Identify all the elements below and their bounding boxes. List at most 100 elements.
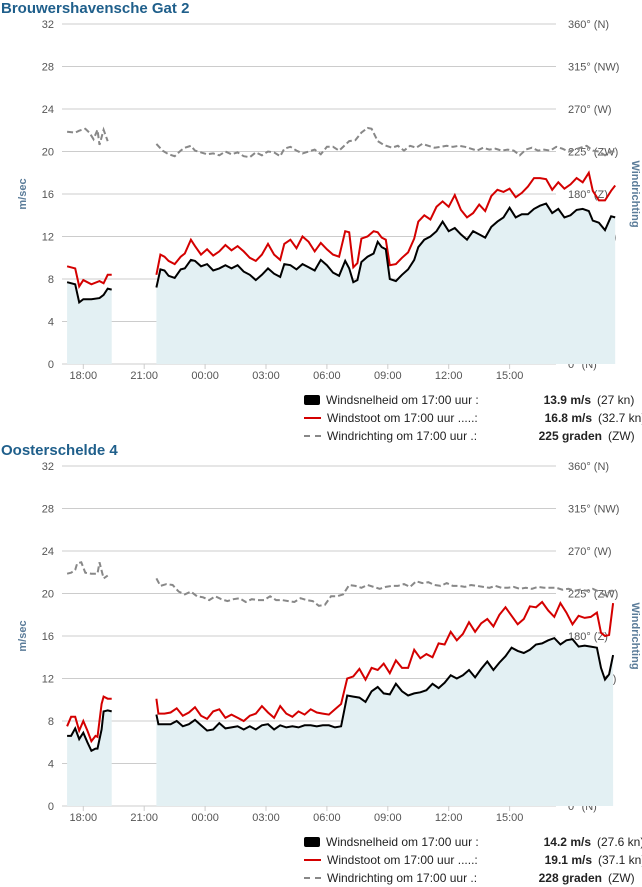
y2-tick-label: 360° (N) <box>568 19 609 31</box>
y2-tick-label: 315° (NW) <box>568 62 619 74</box>
legend-item-windstoot[interactable]: Windstoot om 17:00 uur .....: 16.8 m/s (… <box>304 409 642 427</box>
speed-area <box>67 710 112 806</box>
legend-swatch-direction <box>304 877 321 879</box>
y-axis-title: m/sec <box>17 178 29 209</box>
gust-line <box>155 170 616 275</box>
y-tick-label: 4 <box>48 317 54 329</box>
legend-value: 228 graden <box>538 871 602 885</box>
direction-line <box>66 561 109 581</box>
x-tick-label: 21:00 <box>130 370 158 382</box>
x-tick-label: 00:00 <box>191 812 219 824</box>
y2-tick-label: 180° (Z) <box>568 189 608 201</box>
x-tick-label: 18:00 <box>70 370 98 382</box>
y-tick-label: 12 <box>42 232 54 244</box>
y2-tick-label: 270° (W) <box>568 546 612 558</box>
legend-knots: (27 kn) <box>597 393 635 407</box>
x-tick-label: 12:00 <box>435 812 463 824</box>
legend-label: Windrichting om 17:00 uur .: <box>327 429 478 443</box>
direction-line <box>66 126 109 146</box>
legend-compass: (ZW) <box>608 429 635 443</box>
y2-axis-title: Windrichting <box>629 160 641 227</box>
y-tick-label: 20 <box>42 589 54 601</box>
speed-line <box>67 709 112 753</box>
legend-swatch-gust <box>304 417 321 419</box>
x-tick-label: 12:00 <box>435 370 463 382</box>
gust-line <box>66 695 112 744</box>
station-title: Brouwershavensche Gat 2 <box>1 0 190 17</box>
legend-swatch-speed <box>304 395 320 405</box>
legend-label: Windsnelheid om 17:00 uur : <box>326 393 479 407</box>
y-tick-label: 28 <box>42 504 54 516</box>
x-tick-label: 15:00 <box>496 812 524 824</box>
station-panel-1: Brouwershavensche Gat 2 0 4 8 12 16 20 24 28 32 0… <box>0 0 642 445</box>
speed-line <box>66 281 112 305</box>
y-tick-label: 32 <box>42 19 54 31</box>
x-tick-label: 00:00 <box>191 370 219 382</box>
y2-tick-label: 270° (W) <box>568 104 612 116</box>
speed-line <box>155 202 616 288</box>
speed-area <box>156 638 614 806</box>
legend-value: 225 graden <box>538 429 602 443</box>
x-tick-label: 06:00 <box>313 812 341 824</box>
y2-axis-title: Windrichting <box>629 602 641 669</box>
x-tick-label: 09:00 <box>374 812 402 824</box>
x-tick-label: 06:00 <box>313 370 341 382</box>
gust-line <box>155 600 615 723</box>
legend-item-windsnelheid[interactable]: Windsnelheid om 17:00 uur : 13.9 m/s (27… <box>304 391 642 409</box>
legend-value: 16.8 m/s <box>544 411 592 425</box>
legend-compass: (ZW) <box>608 871 635 885</box>
y-axis-title: m/sec <box>17 620 29 651</box>
legend-label: Windstoot om 17:00 uur .....: <box>327 853 478 867</box>
legend-swatch-gust <box>304 859 321 861</box>
legend-label: Windstoot om 17:00 uur .....: <box>327 411 478 425</box>
legend-1: Windsnelheid om 17:00 uur : 13.9 m/s (27… <box>304 391 642 445</box>
y-tick-label: 0 <box>48 801 54 813</box>
legend-swatch-speed <box>304 837 320 847</box>
legend-value: 19.1 m/s <box>544 853 592 867</box>
legend-item-windrichting[interactable]: Windrichting om 17:00 uur .: 225 graden … <box>304 427 642 445</box>
legend-knots: (37.1 kn) <box>598 853 642 867</box>
y-tick-label: 8 <box>48 716 54 728</box>
y2-tick-label: 180° (Z) <box>568 631 608 643</box>
direction-line <box>155 126 616 159</box>
x-tick-label: 15:00 <box>496 370 524 382</box>
y-tick-label: 24 <box>42 546 54 558</box>
legend-2: Windsnelheid om 17:00 uur : 14.2 m/s (27… <box>304 833 642 887</box>
legend-swatch-direction <box>304 435 321 437</box>
y-tick-label: 16 <box>42 189 54 201</box>
y-tick-label: 8 <box>48 274 54 286</box>
y-tick-label: 28 <box>42 62 54 74</box>
legend-value: 14.2 m/s <box>543 835 591 849</box>
speed-area <box>156 203 616 364</box>
gust-line <box>66 265 112 289</box>
direction-line <box>155 577 614 607</box>
y-tick-label: 20 <box>42 147 54 159</box>
speed-line <box>155 636 615 732</box>
y-tick-label: 12 <box>42 674 54 686</box>
station-title: Oosterschelde 4 <box>1 442 118 459</box>
legend-knots: (32.7 kn) <box>598 411 642 425</box>
x-tick-label: 09:00 <box>374 370 402 382</box>
y2-tick-label: 360° (N) <box>568 461 609 473</box>
x-tick-label: 03:00 <box>252 370 280 382</box>
legend-label: Windrichting om 17:00 uur .: <box>327 871 478 885</box>
x-tick-label: 03:00 <box>252 812 280 824</box>
legend-label: Windsnelheid om 17:00 uur : <box>326 835 479 849</box>
legend-item-windrichting[interactable]: Windrichting om 17:00 uur .: 228 graden … <box>304 869 642 887</box>
legend-item-windstoot[interactable]: Windstoot om 17:00 uur .....: 19.1 m/s (… <box>304 851 642 869</box>
y-tick-label: 0 <box>48 359 54 371</box>
y-tick-label: 32 <box>42 461 54 473</box>
speed-area <box>67 282 112 364</box>
y2-tick-label: 315° (NW) <box>568 504 619 516</box>
y-tick-label: 24 <box>42 104 54 116</box>
y-tick-label: 16 <box>42 631 54 643</box>
y-tick-label: 4 <box>48 759 54 771</box>
legend-knots: (27.6 kn) <box>597 835 642 849</box>
legend-item-windsnelheid[interactable]: Windsnelheid om 17:00 uur : 14.2 m/s (27… <box>304 833 642 851</box>
x-tick-label: 18:00 <box>70 812 98 824</box>
x-tick-label: 21:00 <box>130 812 158 824</box>
y2-tick-label: 225° (ZW) <box>568 589 618 601</box>
